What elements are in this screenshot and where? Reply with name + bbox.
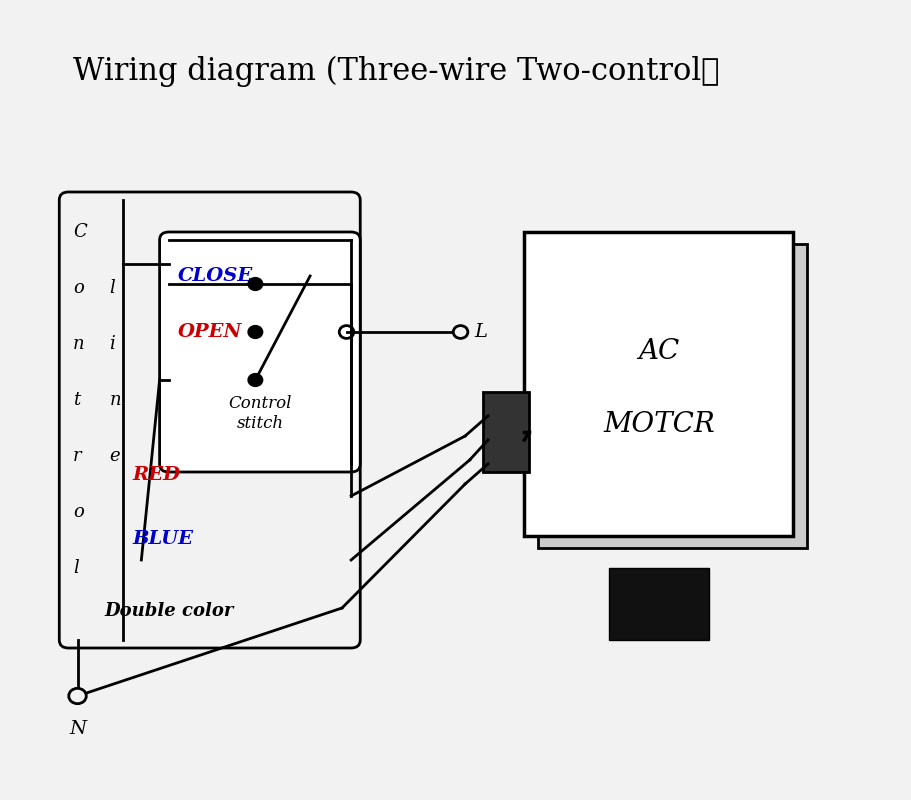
Text: C: C: [73, 223, 87, 241]
Text: BLUE: BLUE: [132, 530, 193, 548]
Text: o: o: [73, 279, 84, 297]
Text: r: r: [73, 447, 81, 465]
Text: Control
stitch: Control stitch: [228, 395, 292, 432]
Text: L: L: [474, 323, 486, 341]
Text: RED: RED: [132, 466, 180, 484]
Bar: [524, 232, 793, 536]
Text: Wiring diagram (Three-wire Two-control）: Wiring diagram (Three-wire Two-control）: [73, 56, 719, 87]
Text: N: N: [69, 720, 86, 738]
Text: l: l: [109, 279, 115, 297]
Bar: [608, 568, 708, 640]
Text: Double color: Double color: [105, 602, 234, 620]
Text: AC: AC: [638, 338, 679, 366]
Text: l: l: [73, 559, 78, 577]
Text: e: e: [109, 447, 120, 465]
Circle shape: [453, 326, 467, 338]
Bar: [537, 244, 806, 548]
Circle shape: [248, 326, 262, 338]
Circle shape: [68, 688, 87, 704]
Text: n: n: [73, 335, 85, 353]
Text: n: n: [109, 391, 121, 409]
Text: t: t: [73, 391, 80, 409]
Circle shape: [248, 278, 262, 290]
Circle shape: [248, 374, 262, 386]
Bar: [483, 392, 528, 472]
Text: o: o: [73, 503, 84, 521]
Text: i: i: [109, 335, 115, 353]
Text: OPEN: OPEN: [178, 323, 242, 341]
Text: MOTCR: MOTCR: [602, 410, 714, 438]
FancyBboxPatch shape: [159, 232, 360, 472]
Text: CLOSE: CLOSE: [178, 267, 253, 285]
